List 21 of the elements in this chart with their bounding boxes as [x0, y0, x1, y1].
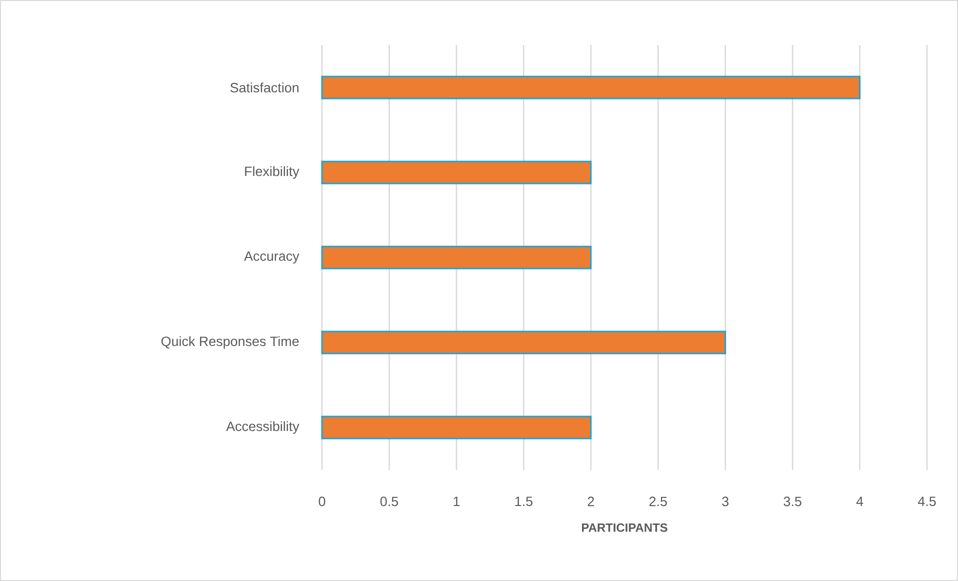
x-tick-label: 2 [588, 496, 594, 506]
x-tick-label: 4 [856, 496, 864, 506]
x-tick-label: 0 [318, 496, 326, 506]
y-tick-label: Satisfaction [230, 82, 298, 92]
bar [321, 416, 592, 440]
x-tick-label: 0.5 [380, 496, 398, 506]
bar [321, 160, 592, 184]
bar [321, 330, 726, 354]
y-tick-label: Accessibility [226, 421, 300, 434]
y-tick-label: Accuracy [244, 251, 300, 264]
x-tick-label: 4.5 [918, 496, 936, 506]
bar [321, 76, 861, 100]
x-tick-label: 3 [722, 496, 728, 506]
bar [321, 246, 592, 270]
x-tick-label: 2.5 [649, 496, 667, 506]
x-tick-label: 3.5 [784, 496, 802, 506]
y-tick-label: Quick Responses Time [161, 336, 299, 349]
x-tick-label: 1.5 [515, 496, 532, 506]
x-tick-label: 1 [454, 496, 460, 506]
x-axis-title: PARTICIPANTS [582, 523, 668, 532]
y-tick-label: Flexibility [245, 166, 300, 179]
